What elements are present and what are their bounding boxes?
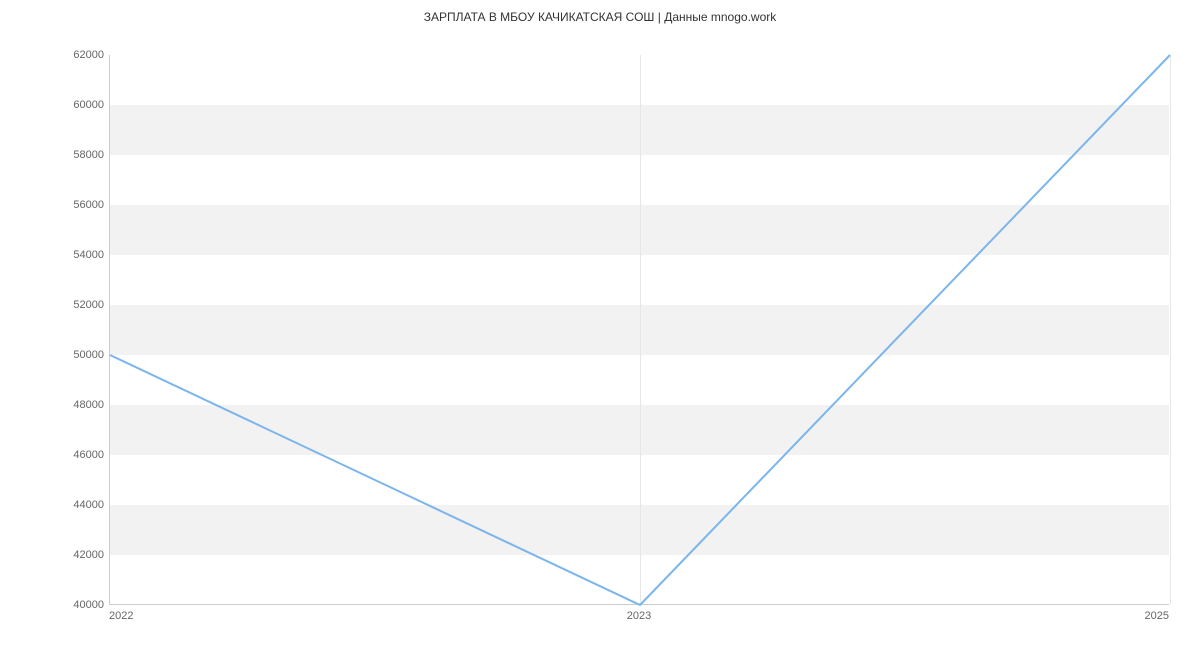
plot-area [109,55,1169,605]
grid-line-vertical [1170,55,1171,604]
y-tick-label: 58000 [73,149,104,161]
y-tick-label: 40000 [73,599,104,611]
chart-title: ЗАРПЛАТА В МБОУ КАЧИКАТСКАЯ СОШ | Данные… [0,0,1200,24]
x-tick-label: 2022 [109,610,133,622]
y-tick-label: 48000 [73,399,104,411]
y-tick-label: 54000 [73,249,104,261]
x-tick-label: 2023 [627,610,651,622]
y-tick-label: 42000 [73,549,104,561]
y-tick-label: 50000 [73,349,104,361]
x-tick-label: 2025 [1145,610,1169,622]
y-tick-label: 62000 [73,49,104,61]
y-tick-label: 46000 [73,449,104,461]
line-svg [110,55,1169,604]
y-tick-label: 52000 [73,299,104,311]
chart-container: 40000 42000 44000 46000 48000 50000 52000 54000… [0,40,1200,630]
series-line [110,55,1170,605]
y-tick-label: 56000 [73,199,104,211]
y-tick-label: 44000 [73,499,104,511]
y-tick-label: 60000 [73,99,104,111]
